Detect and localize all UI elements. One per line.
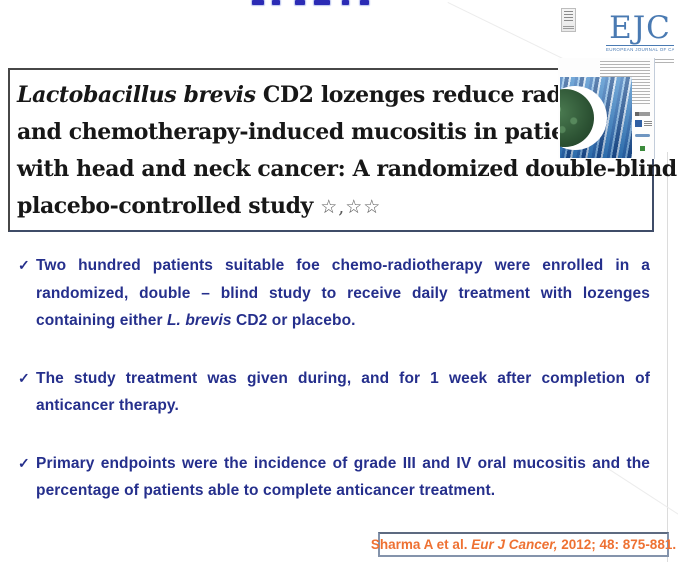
- paper-title-line-3: with head and neck cancer: A randomized …: [17, 156, 677, 182]
- micro-text-line: [652, 59, 674, 60]
- paper-title-line-4: placebo-controlled study ☆,☆☆: [17, 193, 382, 219]
- paper-title-line-2: and chemotherapy-induced mucositis in pa…: [17, 119, 603, 145]
- checkmark-icon: ✓: [18, 454, 30, 471]
- citation-text: Sharma A et al. Eur J Cancer, 2012; 48: …: [370, 537, 677, 552]
- bullet-text-2: The study treatment was given during, an…: [36, 369, 650, 415]
- paper-title-line-1: Lactobacillus brevis CD2 lozenges reduce…: [17, 82, 640, 108]
- scan-artifact-line: [447, 2, 574, 65]
- checkmark-icon: ✓: [18, 257, 30, 273]
- bullet-item-2: ✓ The study treatment was given during, …: [18, 365, 650, 420]
- cover-society-logo: [635, 120, 642, 127]
- checkmark-icon: ✓: [18, 369, 30, 386]
- cropped-text-fragment: [272, 0, 280, 5]
- cropped-text-fragment: [252, 0, 264, 5]
- cover-publisher-logo: [635, 112, 650, 116]
- publisher-emblem-icon: [561, 8, 576, 32]
- cover-index-logo: [635, 134, 650, 137]
- citation-box: Sharma A et al. Eur J Cancer, 2012; 48: …: [371, 532, 676, 557]
- micro-text-line: [642, 62, 674, 63]
- ejc-logo-text: EJC: [609, 10, 671, 46]
- journal-cover-thumbnail: [558, 58, 655, 159]
- bullet-item-1: ✓ Two hundred patients suitable foe chem…: [18, 252, 650, 335]
- emblem-caption: [563, 26, 574, 29]
- cover-artwork: [560, 77, 632, 158]
- emblem-glyph: [564, 11, 573, 23]
- ejc-micro-text: [606, 59, 674, 63]
- bullet-text-1: Two hundred patients suitable foe chemo-…: [36, 257, 650, 329]
- cover-green-mark: [640, 146, 645, 151]
- bullet-item-3: ✓ Primary endpoints were the incidence o…: [18, 450, 650, 505]
- bullet-text-3: Primary endpoints were the incidence of …: [36, 454, 650, 500]
- cropped-text-fragment: [314, 0, 330, 5]
- scan-artifact-line: [667, 152, 668, 562]
- cropped-text-fragment: [295, 0, 305, 5]
- ejc-logo-tagline: european journal of cancer: [606, 45, 674, 52]
- cropped-text-fragment: [360, 0, 369, 5]
- bullet-list: ✓ Two hundred patients suitable foe chem…: [18, 252, 650, 535]
- ejc-logo: EJC european journal of cancer: [606, 12, 674, 63]
- cover-society-logo-text: [644, 121, 652, 126]
- cropped-text-fragment: [342, 0, 349, 5]
